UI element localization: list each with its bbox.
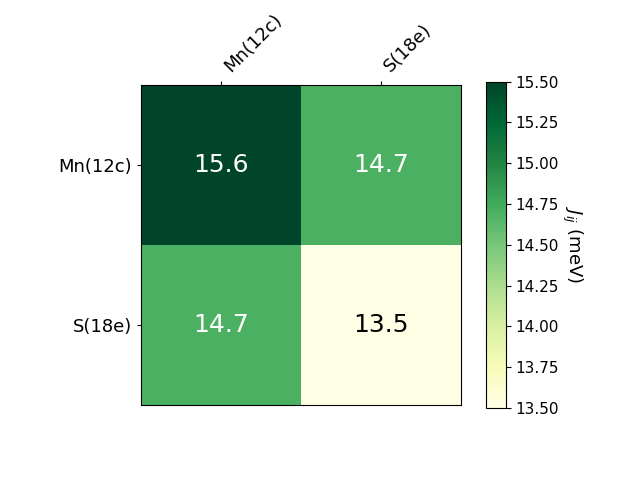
Y-axis label: $J_{ij}$ (meV): $J_{ij}$ (meV) [559,206,584,283]
Text: 15.6: 15.6 [193,153,248,177]
Text: 14.7: 14.7 [353,153,409,177]
Text: 13.5: 13.5 [353,313,408,337]
Text: 14.7: 14.7 [193,313,249,337]
